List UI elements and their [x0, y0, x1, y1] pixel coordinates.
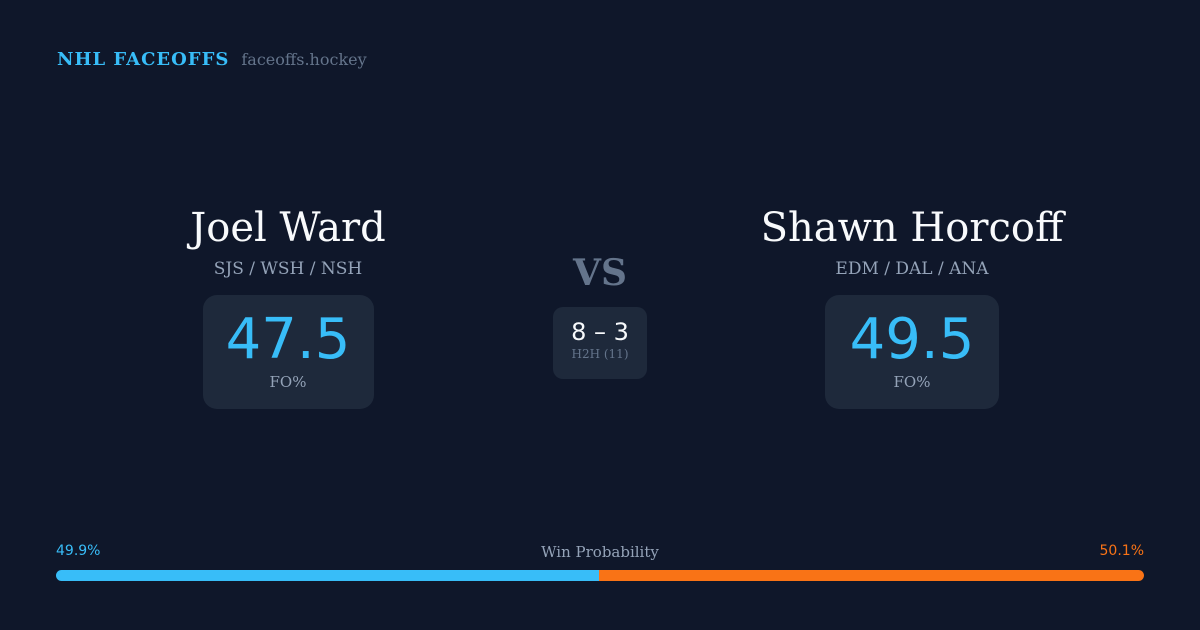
brand: NHL FACEOFFS faceoffs.hockey [57, 49, 367, 70]
win-prob-bar-left [56, 570, 599, 581]
h2h-score: 8 – 3 [571, 318, 629, 346]
win-prob-bar [56, 570, 1144, 581]
player-1-fo-card: 47.5 FO% [202, 295, 374, 409]
player-2-fo-pct: 49.5 [849, 307, 975, 372]
win-probability: 49.9% Win Probability 50.1% [56, 543, 1144, 581]
h2h-card: 8 – 3 H2H (11) [553, 307, 647, 379]
player-2-fo-label: FO% [893, 373, 931, 391]
win-prob-left: 49.9% [56, 543, 101, 559]
player-1-fo-label: FO% [269, 373, 307, 391]
player-1-teams: SJS / WSH / NSH [213, 259, 363, 279]
win-prob-title: Win Probability [541, 543, 659, 561]
brand-url: faceoffs.hockey [241, 50, 367, 69]
player-2: Shawn Horcoff EDM / DAL / ANA 49.5 FO% [712, 205, 1112, 409]
player-1-fo-pct: 47.5 [225, 307, 351, 372]
player-1-name: Joel Ward [190, 205, 386, 251]
brand-name: NHL FACEOFFS [57, 49, 230, 70]
win-prob-bar-right [598, 570, 1144, 581]
player-2-name: Shawn Horcoff [760, 205, 1064, 251]
h2h-label: H2H (11) [571, 347, 629, 361]
player-1: Joel Ward SJS / WSH / NSH 47.5 FO% [88, 205, 488, 409]
player-2-fo-card: 49.5 FO% [825, 295, 999, 409]
win-prob-right: 50.1% [1099, 543, 1144, 559]
player-2-teams: EDM / DAL / ANA [835, 259, 989, 279]
vs-label: VS [573, 252, 627, 294]
